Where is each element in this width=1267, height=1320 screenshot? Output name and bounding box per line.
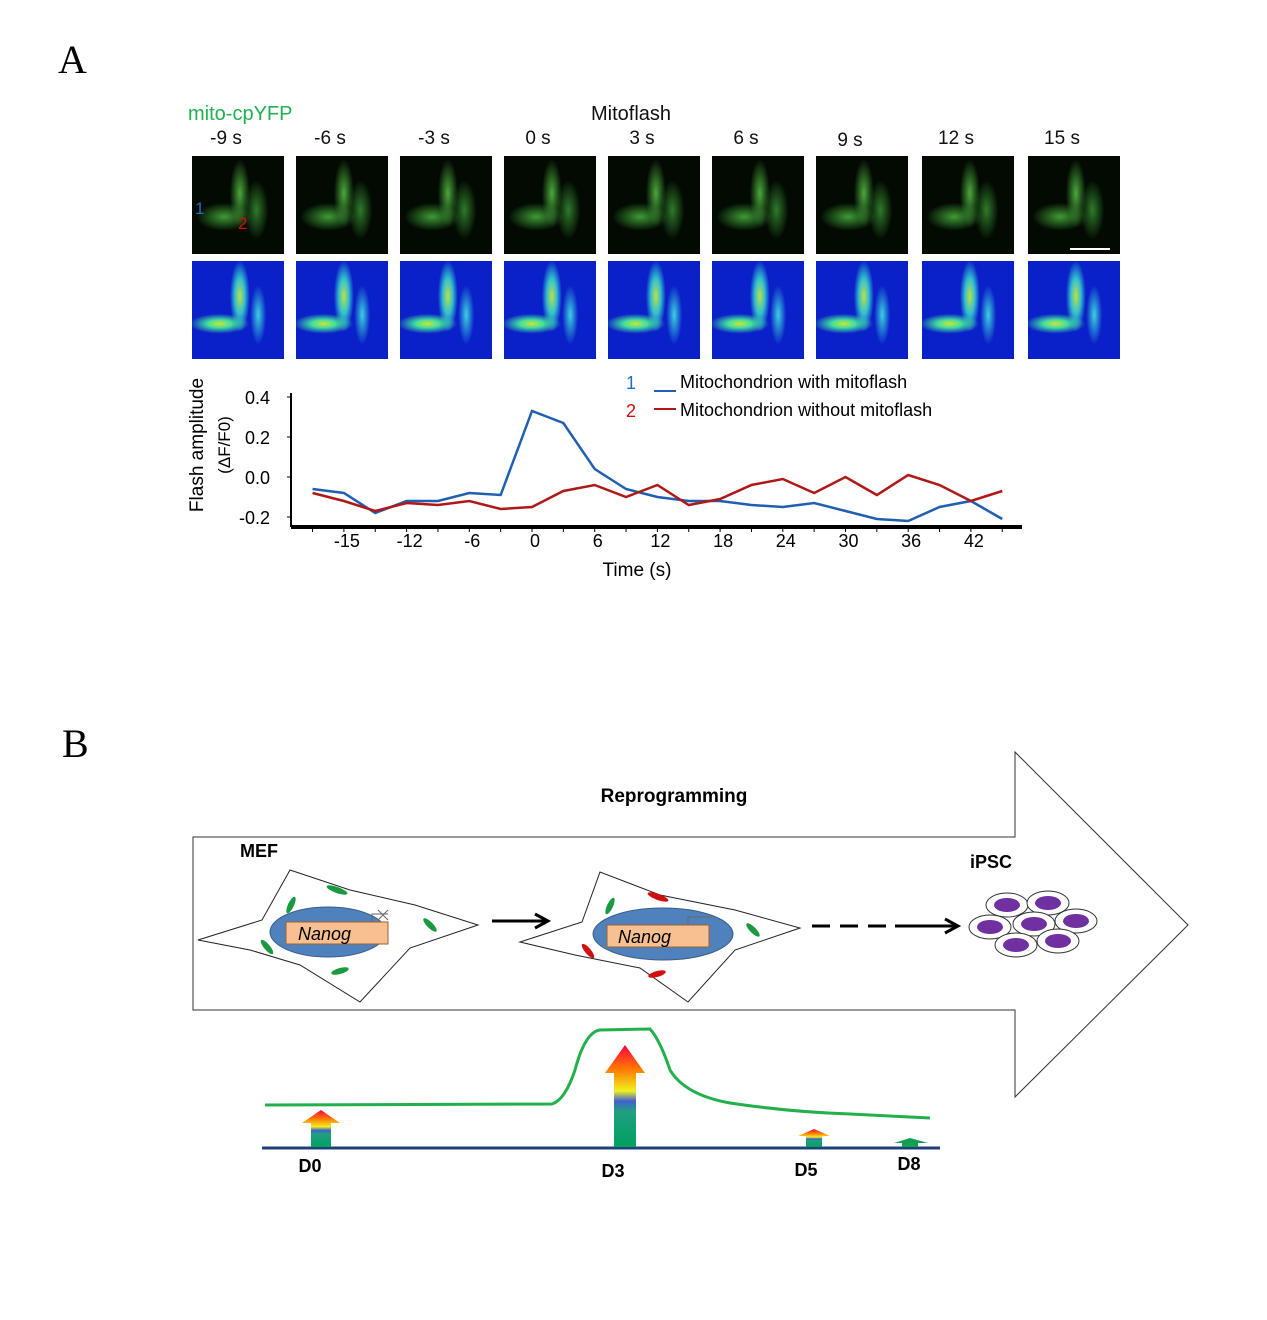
cpyfp-frame (816, 156, 908, 254)
panel-a-letter: A (58, 37, 87, 82)
nanog-label-intermediate: Nanog (618, 927, 671, 947)
day-label-d5: D5 (794, 1160, 817, 1180)
diagram-title: Reprogramming (601, 786, 748, 807)
y-tick-label: 0.4 (245, 388, 270, 408)
legend-marker: 2 (626, 401, 636, 421)
pseudocolor-frame (504, 261, 596, 359)
x-tick-label: 24 (776, 531, 796, 551)
pseudocolor-frame (816, 261, 908, 359)
x-tick-label: 36 (901, 531, 921, 551)
x-tick-label: 18 (713, 531, 733, 551)
scale-bar (1070, 248, 1110, 250)
x-tick-label: 0 (530, 531, 540, 551)
x-axis-title: Time (s) (603, 560, 672, 581)
roi-1-label: 1 (195, 199, 205, 218)
x-tick-label: 42 (964, 531, 984, 551)
timepoint-label: 9 s (837, 130, 863, 151)
cpyfp-frame (608, 156, 700, 254)
pseudocolor-frame (608, 261, 700, 359)
reprogramming-diagram: Reprogramming MEF iPSC Nanog Nanog (192, 750, 1189, 1181)
day-arrows (302, 1045, 928, 1147)
timepoint-label: -3 s (418, 128, 450, 149)
x-tick-label: 6 (593, 531, 603, 551)
day-label-d0: D0 (298, 1156, 321, 1176)
y-tick-label: 0.2 (245, 428, 270, 448)
mitoflash-activity-curve (264, 1027, 931, 1120)
channel-label: mito-cpYFP (188, 103, 293, 125)
x-tick-label: 12 (650, 531, 670, 551)
timepoint-label: 0 s (525, 128, 551, 149)
pseudocolor-frame (1028, 261, 1120, 359)
x-tick-label: -15 (334, 531, 360, 551)
pseudocolor-frame (712, 261, 804, 359)
day-label-d8: D8 (897, 1154, 920, 1174)
pseudocolor-frame (192, 261, 284, 359)
cpyfp-frame (712, 156, 804, 254)
cpyfp-frame (192, 156, 284, 254)
mef-cell: Nanog (197, 869, 480, 1003)
arrow-icon (492, 912, 552, 930)
timepoint-label: 15 s (1044, 128, 1080, 149)
x-tick-label: 30 (838, 531, 858, 551)
cpyfp-frame (400, 156, 492, 254)
series-line-2 (312, 473, 1003, 513)
pseudocolor-frame (400, 261, 492, 359)
nanog-label-mef: Nanog (298, 924, 351, 944)
pseudocolor-frame (922, 261, 1014, 359)
pseudocolor-frame (296, 261, 388, 359)
x-tick-label: -12 (397, 531, 423, 551)
flash-chart: 0.40.20.0-0.2-15 -12 -6 0 6 12 18 24 30 36 42Time … (187, 372, 1022, 581)
event-label: Mitoflash (591, 103, 672, 125)
y-tick-label: 0.0 (245, 468, 270, 488)
timepoint-label: -6 s (314, 128, 346, 149)
timepoint-label: 3 s (629, 128, 655, 149)
ipsc-colony (968, 890, 1098, 958)
mef-label: MEF (240, 841, 278, 861)
y-axis-subtitle: (ΔF/F0) (215, 416, 234, 474)
legend-marker: 1 (626, 373, 636, 393)
cpyfp-frame (296, 156, 388, 254)
cpyfp-frame (922, 156, 1014, 254)
cpyfp-frame (1028, 156, 1120, 254)
ipsc-label: iPSC (970, 852, 1012, 872)
intermediate-cell: Nanog (518, 871, 802, 1003)
day-label-d3: D3 (601, 1161, 624, 1181)
timepoint-label: -9 s (210, 128, 242, 149)
panel-b-letter: B (62, 721, 89, 766)
roi-2-label: 2 (238, 214, 248, 233)
y-tick-label: -0.2 (239, 508, 270, 528)
legend-label: Mitochondrion without mitoflash (680, 400, 932, 420)
x-tick-label: -6 (464, 531, 480, 551)
legend-label: Mitochondrion with mitoflash (680, 372, 907, 392)
timepoint-label: 12 s (938, 128, 974, 149)
timepoint-label: 6 s (733, 128, 759, 149)
cpyfp-frame (504, 156, 596, 254)
y-axis-title: Flash amplitude (187, 378, 208, 512)
